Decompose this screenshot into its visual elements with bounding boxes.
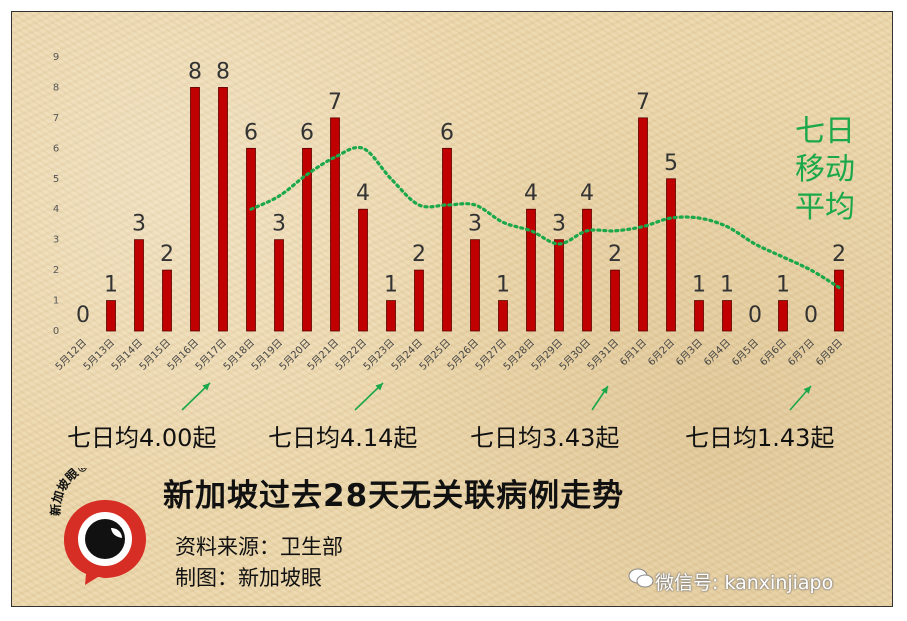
bar — [498, 300, 508, 332]
y-tick-label: 3 — [53, 235, 59, 246]
data-label: 1 — [720, 273, 734, 298]
bar — [526, 208, 536, 332]
bar — [582, 208, 592, 332]
y-tick-label: 4 — [53, 204, 59, 215]
bar — [554, 239, 564, 332]
watermark: 微信号: kanxinjiapo — [655, 572, 834, 594]
chart-title: 新加坡过去28天无关联病例走势 — [163, 478, 625, 514]
bar — [386, 300, 396, 332]
y-tick-label: 8 — [53, 82, 59, 93]
data-label: 6 — [440, 120, 454, 145]
bar — [246, 147, 256, 332]
annotation-start-4: 七日均1.43起 — [685, 424, 835, 452]
x-tick-label: 6月7日 — [785, 337, 817, 369]
moving-average-line — [249, 145, 841, 290]
data-label: 1 — [104, 273, 118, 298]
bar — [162, 269, 172, 332]
arrow-head — [375, 383, 383, 391]
y-axis: 0 1 2 3 4 5 6 7 8 9 — [53, 52, 59, 337]
y-tick-label: 2 — [53, 265, 59, 276]
arrow-head — [202, 383, 210, 391]
bars — [106, 87, 844, 332]
data-label: 7 — [328, 90, 342, 115]
data-label: 2 — [412, 242, 426, 267]
data-label: 2 — [160, 242, 174, 267]
data-label: 5 — [664, 151, 678, 176]
bar — [834, 269, 844, 332]
x-tick-label: 6月4日 — [701, 337, 733, 369]
x-tick-label: 6月1日 — [617, 337, 649, 369]
annotation-start-3: 七日均3.43起 — [470, 424, 620, 452]
bar — [358, 208, 368, 332]
brand-logo: 新加坡眼® — [48, 468, 146, 585]
data-label: 1 — [692, 273, 706, 298]
data-label: 7 — [636, 90, 650, 115]
data-label: 3 — [272, 212, 286, 237]
source-line: 资料来源：卫生部 — [175, 535, 343, 559]
x-tick-label: 6月3日 — [673, 337, 705, 369]
x-axis-labels: 5月12日5月13日5月14日5月15日5月16日5月17日5月18日5月19日… — [53, 337, 845, 373]
legend-moving-average: 七日移动平均 — [795, 114, 855, 225]
bar — [414, 269, 424, 332]
data-label: 8 — [216, 59, 230, 84]
data-label: 3 — [132, 212, 146, 237]
y-tick-label: 9 — [53, 52, 59, 63]
y-tick-label: 0 — [53, 326, 59, 337]
bar — [666, 178, 676, 332]
chart-panel — [11, 11, 893, 607]
annotation-start-1: 七日均4.00起 — [67, 424, 217, 452]
data-label: 4 — [580, 181, 594, 206]
bar — [610, 269, 620, 332]
bar — [218, 87, 228, 332]
data-label: 1 — [496, 273, 510, 298]
data-label: 2 — [832, 242, 846, 267]
data-label: 3 — [552, 212, 566, 237]
y-tick-label: 5 — [53, 174, 59, 185]
x-tick-label: 6月5日 — [729, 337, 761, 369]
annotation-start-2: 七日均4.14起 — [268, 424, 418, 452]
data-label: 1 — [776, 273, 790, 298]
bar — [442, 147, 452, 332]
y-tick-label: 1 — [53, 296, 59, 307]
bar — [778, 300, 788, 332]
data-label: 8 — [188, 59, 202, 84]
data-label: 4 — [524, 181, 538, 206]
y-tick-label: 7 — [53, 113, 59, 124]
data-label: 3 — [468, 212, 482, 237]
x-tick-label: 6月8日 — [813, 337, 845, 369]
arrow-head — [803, 386, 811, 394]
bar — [470, 239, 480, 332]
bar — [190, 87, 200, 332]
bar — [274, 239, 284, 332]
data-label: 6 — [300, 120, 314, 145]
bar — [722, 300, 732, 332]
start-arrows — [181, 382, 812, 411]
data-label: 6 — [244, 120, 258, 145]
data-label: 1 — [384, 273, 398, 298]
x-tick-label: 6月2日 — [645, 337, 677, 369]
data-label: 0 — [748, 303, 762, 328]
data-label: 4 — [356, 181, 370, 206]
bar — [106, 300, 116, 332]
arrow-head — [601, 386, 608, 394]
y-tick-label: 6 — [53, 143, 59, 154]
credit-line: 制图：新加坡眼 — [175, 566, 322, 590]
bar — [134, 239, 144, 332]
data-label: 0 — [76, 303, 90, 328]
data-label: 2 — [608, 242, 622, 267]
bar — [330, 117, 340, 332]
data-label: 0 — [804, 303, 818, 328]
x-tick-label: 6月6日 — [757, 337, 789, 369]
x-tick-label: 5月31日 — [585, 337, 621, 373]
bar — [694, 300, 704, 332]
bar — [302, 147, 312, 332]
wechat-icon — [628, 568, 654, 588]
